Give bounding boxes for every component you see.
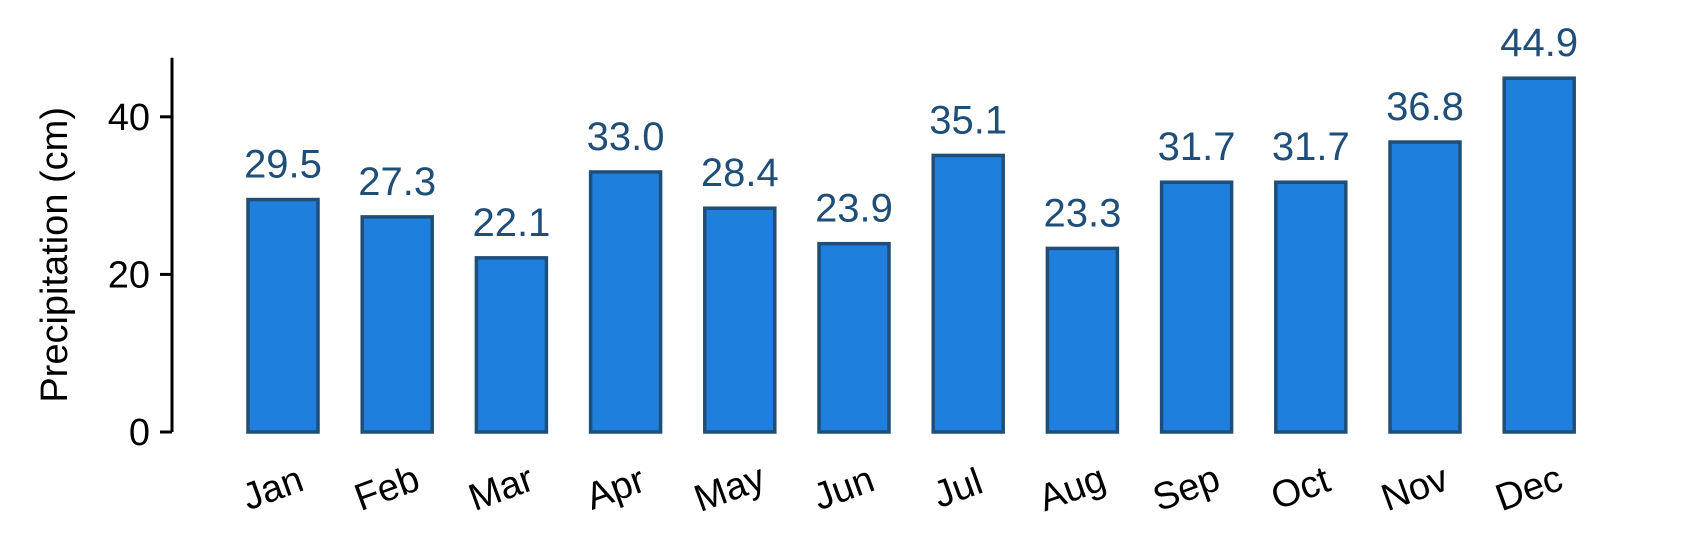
bar-may: [703, 206, 777, 434]
bar-nov: [1388, 140, 1462, 434]
bar-jan: [246, 197, 320, 434]
x-tick-label-apr: Apr: [581, 459, 651, 519]
x-tick-label-mar: Mar: [463, 458, 539, 520]
y-axis-title: Precipitation (cm): [34, 107, 76, 403]
data-label-dec: 44.9: [1500, 21, 1578, 65]
x-tick-label-nov: Nov: [1376, 457, 1454, 520]
data-labels: 29.5 27.3 22.1 33.0 28.4 23.9 35.1 23.3 31.7 31.7…: [244, 21, 1578, 245]
bar-aug: [1045, 246, 1120, 434]
data-label-feb: 27.3: [358, 160, 436, 204]
data-label-sep: 31.7: [1158, 125, 1236, 169]
x-tick-label-may: May: [689, 457, 771, 521]
y-tick-label: 40: [108, 97, 150, 139]
x-tick-label-jul: Jul: [928, 461, 988, 517]
data-label-nov: 36.8: [1386, 85, 1464, 129]
bar-jun: [817, 241, 891, 434]
data-label-jul: 35.1: [929, 98, 1007, 142]
bar-apr: [588, 170, 663, 434]
x-tick-label-dec: Dec: [1490, 457, 1568, 520]
x-tick-label-feb: Feb: [349, 458, 425, 520]
data-label-jan: 29.5: [244, 143, 322, 187]
data-label-mar: 22.1: [472, 201, 550, 245]
data-label-jun: 23.9: [815, 187, 893, 231]
bar-mar: [474, 256, 549, 434]
x-tick-label-sep: Sep: [1148, 457, 1226, 520]
bar-dec: [1502, 76, 1576, 434]
bar-sep: [1159, 180, 1234, 434]
x-tick-label-jan: Jan: [237, 459, 309, 519]
data-label-aug: 23.3: [1043, 191, 1121, 235]
bar-jul: [931, 153, 1005, 434]
bar-feb: [360, 215, 434, 434]
x-tick-label-aug: Aug: [1033, 457, 1111, 520]
y-tick-label: 0: [129, 412, 150, 454]
bar-oct: [1274, 180, 1348, 434]
y-tick-label: 20: [108, 254, 150, 296]
data-label-may: 28.4: [701, 151, 779, 195]
data-label-apr: 33.0: [587, 115, 665, 159]
data-label-oct: 31.7: [1272, 125, 1350, 169]
y-ticks: 0 20 40: [108, 97, 172, 454]
x-tick-label-oct: Oct: [1266, 459, 1336, 519]
x-tick-label-jun: Jun: [808, 459, 880, 519]
bars: [246, 76, 1576, 434]
x-axis-labels: Jan Feb Mar Apr May Jun Jul Aug Sep Oct Nov Dec: [237, 457, 1568, 521]
y-axis: 0 20 40: [108, 57, 174, 454]
